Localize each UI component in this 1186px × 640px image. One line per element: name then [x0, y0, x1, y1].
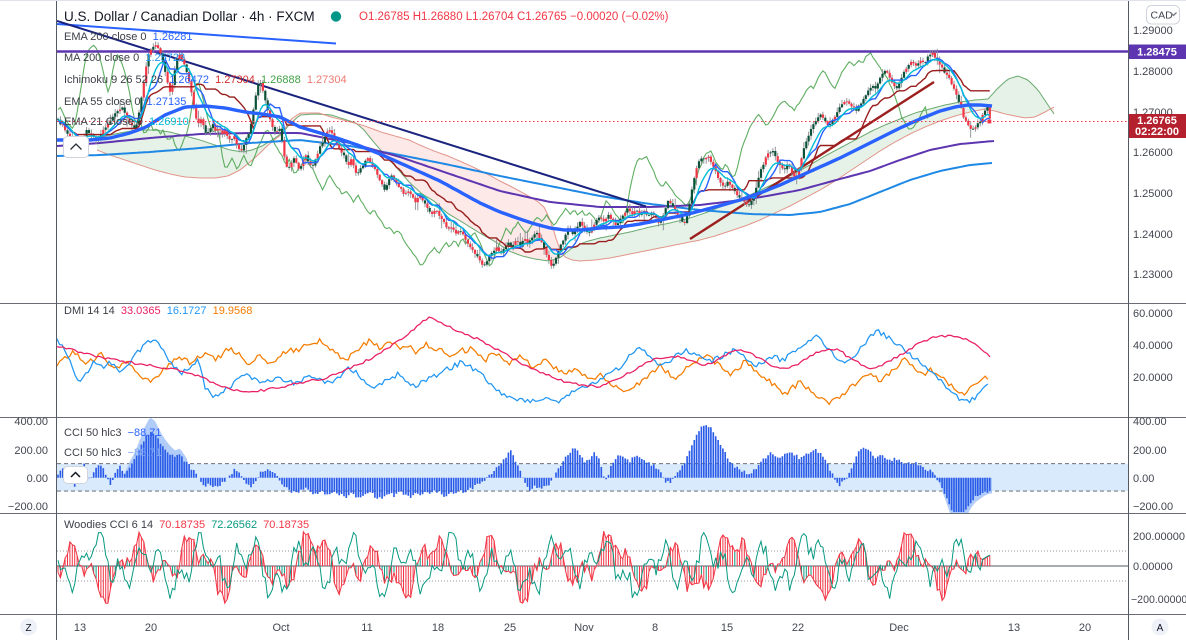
svg-text:Z: Z: [25, 623, 31, 634]
svg-text:200.00: 200.00: [1133, 445, 1167, 457]
svg-text:20: 20: [1079, 622, 1091, 634]
svg-text:22: 22: [792, 622, 804, 634]
svg-text:20.0000: 20.0000: [1133, 372, 1173, 384]
svg-text:−200.00: −200.00: [1133, 501, 1173, 513]
svg-text:EMA 21 Close 0 1.26910: EMA 21 Close 0 1.26910: [64, 116, 189, 128]
svg-text:0.00: 0.00: [27, 473, 48, 485]
svg-text:15: 15: [721, 622, 733, 634]
svg-text:A: A: [1157, 623, 1164, 634]
svg-text:400.00: 400.00: [1133, 416, 1167, 428]
svg-text:−200.00: −200.00: [8, 501, 48, 513]
svg-text:18: 18: [432, 622, 444, 634]
svg-text:0.00: 0.00: [1133, 473, 1154, 485]
svg-text:EMA 55 close 0 1.27135: EMA 55 close 0 1.27135: [64, 96, 186, 108]
svg-text:Woodies CCI 6 14 70.18735 72: Woodies CCI 6 14 70.18735 72.26562 70.18…: [64, 519, 309, 531]
svg-text:Dec: Dec: [889, 622, 909, 634]
svg-text:0.00000: 0.00000: [1133, 561, 1173, 573]
svg-text:Nov: Nov: [574, 622, 594, 634]
svg-text:1.23000: 1.23000: [1133, 269, 1173, 281]
svg-text:25: 25: [504, 622, 516, 634]
svg-text:1.28475: 1.28475: [1137, 47, 1177, 59]
svg-text:8: 8: [652, 622, 658, 634]
svg-text:CCI 50 hlc3 −88.71: CCI 50 hlc3 −88.71: [64, 447, 162, 459]
svg-text:400.00: 400.00: [14, 416, 48, 428]
svg-text:20: 20: [145, 622, 157, 634]
svg-text:40.0000: 40.0000: [1133, 340, 1173, 352]
svg-text:13: 13: [74, 622, 86, 634]
svg-text:Ichimoku 9 26 52 26 1.26472: Ichimoku 9 26 52 26 1.26472 1.27304 1.26…: [64, 74, 347, 86]
svg-text:1.24000: 1.24000: [1133, 229, 1173, 241]
svg-text:CAD: CAD: [1151, 10, 1174, 22]
svg-text:U.S. Dollar / Canadian Dollar: U.S. Dollar / Canadian Dollar · 4h · FXC…: [64, 9, 315, 24]
svg-text:200.00000: 200.00000: [1133, 531, 1185, 543]
svg-text:200.00: 200.00: [14, 445, 48, 457]
svg-text:MA 200 close 0 1.25723: MA 200 close 0 1.25723: [64, 52, 185, 64]
svg-text:60.0000: 60.0000: [1133, 308, 1173, 320]
svg-text:EMA 200 close 0 1.26281: EMA 200 close 0 1.26281: [64, 31, 192, 43]
svg-text:1.26765: 1.26765: [1137, 115, 1177, 127]
svg-text:13: 13: [1008, 622, 1020, 634]
svg-text:CCI 50 hlc3 −88.71: CCI 50 hlc3 −88.71: [64, 427, 162, 439]
svg-text:O1.26785 H1.26880 L1.26704 C1.: O1.26785 H1.26880 L1.26704 C1.26765 −0.0…: [359, 11, 669, 23]
svg-text:02:22:00: 02:22:00: [1135, 126, 1179, 138]
svg-text:DMI 14 14 33.0365 16.1727 1: DMI 14 14 33.0365 16.1727 19.9568: [64, 305, 252, 317]
svg-text:1.28000: 1.28000: [1133, 66, 1173, 78]
svg-text:1.29000: 1.29000: [1133, 25, 1173, 37]
svg-text:1.26000: 1.26000: [1133, 147, 1173, 159]
svg-text:Oct: Oct: [272, 622, 289, 634]
svg-text:11: 11: [361, 622, 372, 634]
svg-text:1.25000: 1.25000: [1133, 188, 1173, 200]
svg-text:−200.00000: −200.00000: [1131, 594, 1186, 606]
